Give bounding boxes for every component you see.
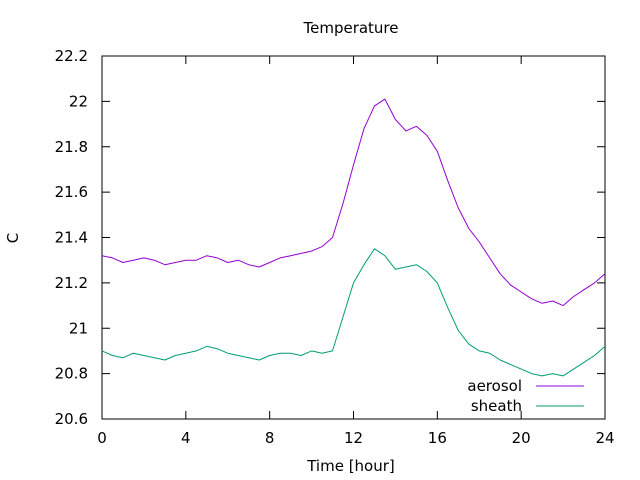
- x-tick-label: 8: [265, 429, 275, 447]
- legend-label-sheath: sheath: [471, 397, 522, 415]
- plot-frame: [101, 55, 606, 420]
- x-tick-label: 12: [344, 429, 363, 447]
- x-tick-label: 16: [428, 429, 447, 447]
- y-tick-label: 21: [69, 319, 88, 337]
- y-tick-label: 22: [69, 92, 88, 110]
- y-tick-label: 21.2: [55, 274, 88, 292]
- legend-label-aerosol: aerosol: [467, 377, 522, 395]
- x-tick-label: 0: [97, 429, 107, 447]
- y-tick-label: 21.4: [55, 229, 88, 247]
- y-tick-label: 21.6: [55, 183, 88, 201]
- y-tick-label: 21.8: [55, 138, 88, 156]
- y-tick-label: 20.6: [55, 410, 88, 428]
- y-tick-label: 22.2: [55, 47, 88, 65]
- series-line-sheath: [101, 248, 606, 377]
- legend: aerosol sheath: [467, 377, 584, 415]
- x-axis-label: Time [hour]: [306, 457, 395, 475]
- x-tick-label: 4: [181, 429, 191, 447]
- x-tick-label: 20: [512, 429, 531, 447]
- y-axis-label: C: [4, 233, 22, 243]
- x-tick-label: 24: [595, 429, 614, 447]
- axis-ticks: 0 4 8 12 16 20 24 20.6 20.8 21 21.2 21.4 21.6 21.8 22 2…: [55, 47, 615, 447]
- series-line-aerosol: [101, 98, 606, 307]
- series-lines: [101, 98, 606, 377]
- chart-title: Temperature: [302, 19, 398, 37]
- y-tick-label: 20.8: [55, 365, 88, 383]
